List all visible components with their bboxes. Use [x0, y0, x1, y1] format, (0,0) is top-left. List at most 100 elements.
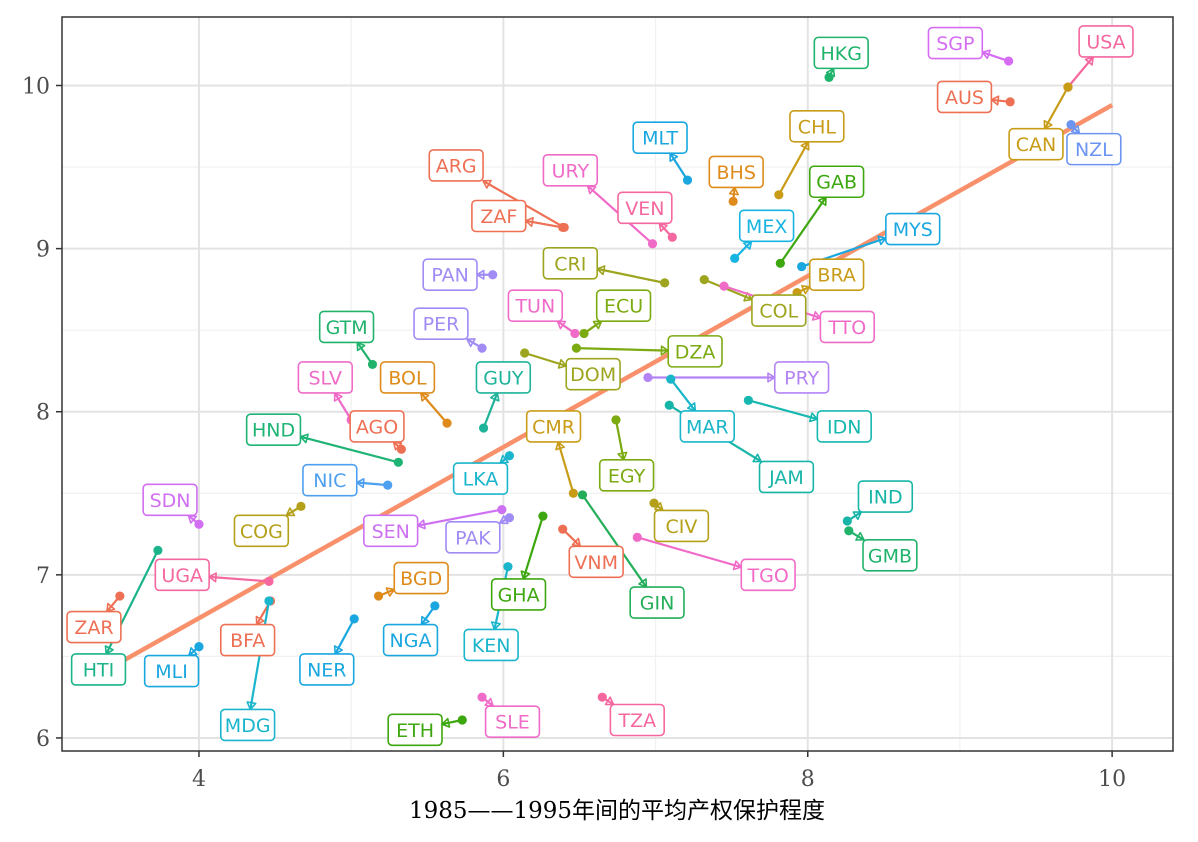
- data-point-cmr: [568, 488, 578, 498]
- label-box: [379, 361, 436, 394]
- label-arrowhead: [1070, 124, 1081, 135]
- label-text: PER: [423, 314, 460, 336]
- data-point-col: [699, 275, 709, 285]
- data-point-nic: [383, 480, 393, 490]
- label-connector: [209, 575, 270, 583]
- point-label-tto: TTO: [819, 310, 876, 344]
- point-label-pry: PRY: [773, 361, 830, 394]
- label-text: GHA: [498, 584, 540, 606]
- label-text: BRA: [817, 265, 855, 287]
- data-point-ago: [396, 444, 406, 454]
- plot-panel-border: [61, 16, 1174, 752]
- data-point-idn: [743, 395, 753, 405]
- data-point-gin: [577, 490, 588, 500]
- label-text: ARG: [436, 155, 477, 177]
- data-point-gmb: [844, 526, 854, 536]
- point-label-hti: HTI: [70, 653, 127, 686]
- label-arrowhead: [246, 701, 257, 711]
- y-tick-label: 6: [36, 727, 50, 752]
- data-point-zaf: [558, 222, 568, 233]
- x-axis-title: 1985——1995年间的平均产权保护程度: [409, 798, 825, 824]
- data-point-cri: [660, 278, 670, 288]
- label-connector: [777, 141, 810, 196]
- label-arrowhead: [638, 578, 648, 588]
- label-text: GIN: [640, 593, 675, 615]
- label-box: [393, 561, 449, 595]
- y-tick-label: 10: [22, 75, 50, 100]
- point-label-bfa: BFA: [219, 623, 276, 657]
- data-point-ind: [842, 516, 852, 526]
- label-connector: [636, 536, 742, 569]
- label-box: [525, 410, 582, 443]
- label-arrowhead: [416, 519, 426, 530]
- label-arrowhead: [658, 222, 668, 233]
- data-point-nga: [430, 601, 440, 611]
- point-label-sle: SLE: [484, 705, 541, 738]
- label-connector: [356, 481, 388, 487]
- label-box: [862, 538, 918, 572]
- label-arrowhead: [592, 320, 603, 330]
- label-arrowhead: [420, 615, 430, 626]
- label-box: [857, 480, 914, 513]
- label-box: [422, 258, 478, 292]
- data-point-mys: [797, 261, 807, 272]
- point-label-sgp: SGP: [927, 26, 984, 60]
- label-arrowhead: [490, 392, 500, 402]
- label-box: [885, 212, 941, 246]
- label-text: HTI: [83, 659, 115, 681]
- data-point-pan: [488, 270, 498, 280]
- point-label-lka: LKA: [452, 462, 509, 495]
- label-box: [936, 80, 993, 114]
- label-box: [751, 294, 807, 327]
- label-arrowhead: [660, 345, 670, 356]
- label-box: [452, 462, 509, 495]
- label-arrowhead: [556, 320, 567, 330]
- label-text: GMB: [868, 545, 912, 567]
- point-label-ind: IND: [857, 480, 914, 513]
- data-point-mex: [730, 253, 740, 264]
- label-box: [471, 199, 527, 233]
- data-point-zar: [115, 591, 125, 601]
- data-point-ven: [667, 232, 677, 242]
- point-label-col: COL: [751, 294, 807, 327]
- data-point-ury: [647, 239, 658, 249]
- point-label-tgo: TGO: [740, 558, 796, 592]
- point-label-eth: ETH: [387, 713, 443, 747]
- label-connector: [300, 435, 399, 464]
- label-connector: [1043, 86, 1069, 130]
- point-label-bra: BRA: [808, 258, 865, 292]
- x-tick-label: 6: [496, 767, 510, 792]
- point-label-mys: MYS: [885, 212, 941, 246]
- label-box: [475, 361, 532, 394]
- label-arrowhead: [767, 372, 776, 383]
- label-box: [507, 289, 564, 323]
- label-box: [1078, 25, 1134, 58]
- label-text: COL: [759, 301, 798, 323]
- label-arrowhead: [1084, 56, 1094, 66]
- label-box: [143, 654, 200, 688]
- point-label-gha: GHA: [490, 578, 547, 611]
- label-box: [808, 165, 865, 199]
- label-box: [219, 708, 276, 742]
- point-label-bol: BOL: [379, 361, 436, 394]
- data-point-civ: [649, 498, 659, 508]
- point-label-per: PER: [413, 307, 469, 340]
- point-label-sen: SEN: [363, 514, 419, 548]
- y-tick-label: 7: [36, 564, 50, 589]
- label-box: [595, 289, 652, 323]
- label-connector: [522, 515, 544, 580]
- label-text: VNM: [574, 552, 618, 574]
- point-label-gin: GIN: [629, 586, 685, 619]
- point-label-usa: USA: [1078, 25, 1134, 58]
- data-point-mdg: [264, 596, 274, 606]
- point-label-hnd: HND: [245, 413, 302, 446]
- label-arrowhead: [728, 186, 739, 196]
- label-box: [708, 155, 764, 189]
- point-label-mar: MAR: [679, 410, 735, 443]
- data-point-hkg: [824, 72, 834, 82]
- point-label-ury: URY: [542, 154, 599, 187]
- point-label-ago: AGO: [349, 410, 405, 443]
- label-arrowhead: [669, 152, 679, 163]
- point-label-bhs: BHS: [708, 155, 764, 189]
- data-point-gha: [538, 511, 548, 521]
